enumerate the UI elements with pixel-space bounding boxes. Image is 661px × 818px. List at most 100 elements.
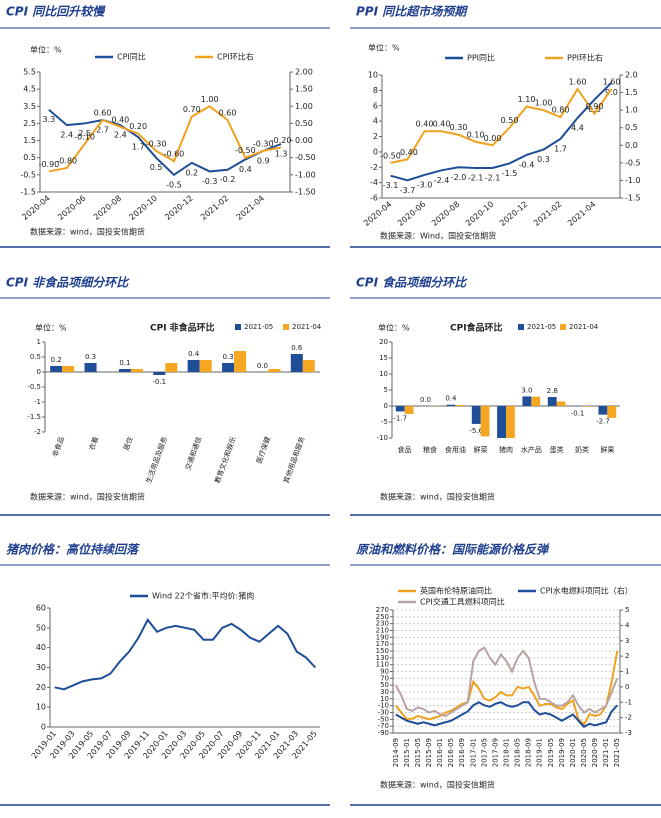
y-tick-label: 2.0 [625, 71, 638, 80]
x-tick-label: 2021-04 [566, 200, 597, 228]
data-label: -3.0 [417, 180, 433, 189]
legend-swatch [560, 324, 566, 330]
legend-label: 2021-04 [569, 323, 599, 331]
y-tick-label: 2 [373, 132, 378, 141]
data-label: -2.1 [485, 174, 501, 183]
x-tick-label: 2020-01 [569, 738, 577, 767]
bar [497, 406, 506, 438]
data-label: 0.40 [111, 115, 129, 124]
series-line [54, 618, 317, 691]
x-tick-label: 其他用品和服务 [281, 435, 306, 484]
data-label: 4.4 [571, 124, 584, 133]
x-tick-label: 2020-10 [464, 200, 495, 228]
y-tick-label: 0 [373, 147, 378, 156]
data-label: -0.50 [235, 146, 256, 155]
y-tick-label: -2 [625, 714, 632, 722]
series-line [48, 108, 282, 177]
x-tick-label: 2018-05 [514, 738, 522, 767]
y-tick-label: -1 [34, 398, 41, 406]
data-label: -0.20 [271, 136, 292, 145]
data-label: 1.10 [518, 95, 536, 104]
bar [395, 406, 405, 412]
x-tick-label: 2020-08 [92, 194, 123, 222]
x-tick-label: 非食品 [50, 435, 66, 458]
data-label: 2.4 [60, 131, 73, 140]
data-label: 2.8 [547, 387, 558, 395]
y-tick-label: 30 [36, 663, 46, 672]
data-label: -0.80 [56, 157, 77, 166]
bar [165, 363, 178, 372]
data-label: 0.70 [183, 105, 201, 114]
x-tick-label: 猪肉 [499, 445, 513, 454]
y-tick-label: 0.5 [625, 123, 638, 132]
y-tick-label: 40 [36, 643, 46, 652]
y-tick-label: -1.5 [27, 413, 41, 421]
bar [547, 397, 557, 406]
y-tick-label: 2.5 [23, 119, 36, 128]
data-label: 1.7 [554, 144, 567, 153]
data-label: 6.8 [588, 105, 601, 114]
data-label: -3.7 [400, 186, 416, 195]
data-label: 3.0 [521, 386, 532, 394]
x-tick-label: 2020-08 [430, 200, 461, 228]
y-tick-label: 230 [376, 620, 389, 628]
x-tick-label: 2016-05 [447, 738, 455, 767]
y-tick-label: -10 [378, 702, 389, 710]
y-tick-label: 4.5 [23, 85, 36, 94]
bar [234, 351, 247, 372]
x-tick-label: 2018-01 [503, 738, 511, 767]
y-tick-label: 50 [380, 681, 389, 689]
x-tick-label: 水产品 [521, 445, 542, 454]
y-tick-label: 0.5 [23, 153, 36, 162]
y-tick-label: 15 [379, 354, 388, 362]
y-tick-label: 1.0 [625, 106, 638, 115]
y-tick-label: 1.50 [295, 85, 313, 94]
series-line [390, 81, 613, 182]
x-tick-label: 鲜菜 [474, 445, 488, 454]
legend-swatch [283, 324, 289, 330]
panel-heading: PPI 同比超市场预期 [356, 5, 468, 19]
y-tick-label: 0.5 [30, 353, 41, 361]
x-tick-label: 2019-09 [558, 738, 566, 767]
x-tick-label: 2021-02 [199, 194, 230, 222]
data-label: 0.30 [450, 123, 468, 132]
y-tick-label: 30 [380, 688, 389, 696]
data-label: -0.10 [74, 133, 95, 142]
y-tick-label: 0.50 [295, 119, 313, 128]
bar [607, 406, 617, 418]
bar [199, 360, 212, 372]
unit-label: 单位：% [35, 323, 67, 333]
x-tick-label: 食品 [398, 445, 412, 454]
data-label: -5.6 [469, 427, 483, 435]
data-label: -2.0 [451, 173, 467, 182]
chart-title: CPI食品环比 [450, 322, 503, 334]
y-tick-label: 5 [625, 606, 629, 614]
data-label: 0.40 [416, 120, 434, 129]
data-label: -0.4 [519, 160, 535, 169]
legend-swatch [518, 324, 524, 330]
x-tick-label: 生活用品及服务 [144, 435, 169, 484]
source-note: 数据来源：Wind，国投安信期货 [380, 231, 496, 241]
data-label: 0.6 [291, 344, 303, 352]
x-tick-label: 2015-01 [403, 738, 411, 767]
data-label: 1.60 [569, 78, 587, 87]
source-note: 数据来源：wind，国投安信期货 [380, 492, 495, 502]
x-tick-label: 2020-04 [20, 194, 51, 222]
x-tick-label: 教育文化和娱乐 [213, 435, 238, 484]
bar [506, 406, 515, 438]
bar [84, 363, 97, 372]
x-tick-label: 2020-06 [56, 194, 87, 222]
data-label: 0.60 [94, 109, 112, 118]
y-tick-label: -0.5 [27, 383, 41, 391]
y-tick-label: 1.5 [625, 88, 638, 97]
data-label: 1.60 [603, 78, 621, 87]
bar [471, 406, 481, 424]
data-label: 0.9 [257, 156, 270, 165]
data-label: -1.7 [393, 414, 407, 422]
data-label: -0.5 [166, 180, 182, 189]
x-tick-label: 2017-05 [480, 738, 488, 767]
bar [268, 369, 281, 372]
bar [62, 366, 75, 372]
y-tick-label: 270 [376, 606, 389, 614]
y-tick-label: 0.0 [625, 141, 638, 150]
